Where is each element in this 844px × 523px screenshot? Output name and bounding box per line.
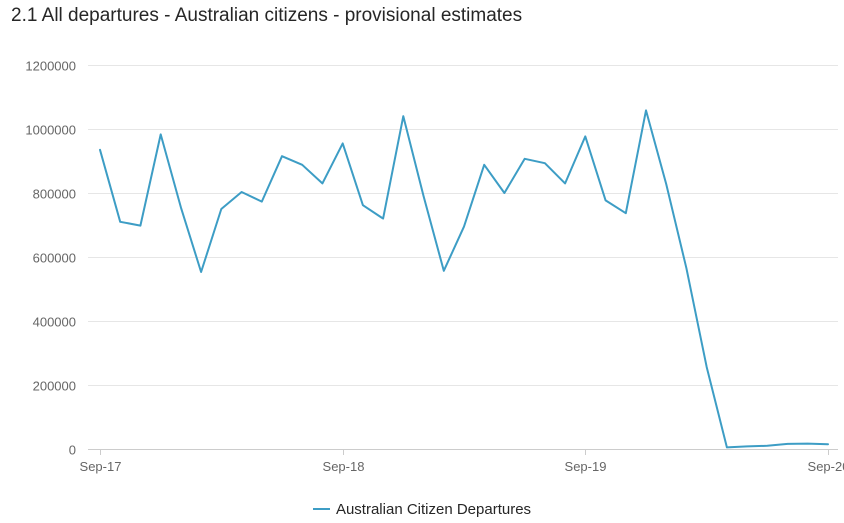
x-tick-label: Sep-18 <box>323 459 365 474</box>
data-point[interactable] <box>218 206 224 212</box>
data-point[interactable] <box>380 216 386 222</box>
data-point[interactable] <box>683 265 689 271</box>
series-layer <box>97 107 831 450</box>
chart-title: 2.1 All departures - Australian citizens… <box>11 5 523 26</box>
data-point[interactable] <box>299 162 305 168</box>
data-point[interactable] <box>279 153 285 159</box>
data-point[interactable] <box>663 181 669 187</box>
data-point[interactable] <box>481 162 487 168</box>
y-tick-label: 600000 <box>33 251 76 266</box>
y-tick-label: 1000000 <box>25 123 76 138</box>
data-point[interactable] <box>117 219 123 225</box>
data-point[interactable] <box>744 443 750 449</box>
data-point[interactable] <box>461 224 467 230</box>
data-point[interactable] <box>582 133 588 139</box>
y-tick-label: 400000 <box>33 315 76 330</box>
data-point[interactable] <box>97 147 103 153</box>
series-line[interactable] <box>99 109 829 449</box>
data-point[interactable] <box>785 441 791 447</box>
data-point[interactable] <box>704 364 710 370</box>
data-point[interactable] <box>724 444 730 450</box>
data-point[interactable] <box>319 180 325 186</box>
data-point[interactable] <box>198 269 204 275</box>
data-point[interactable] <box>360 202 366 208</box>
legend-swatch <box>312 508 330 510</box>
data-point[interactable] <box>340 140 346 146</box>
data-point[interactable] <box>421 193 427 199</box>
data-point[interactable] <box>805 441 811 447</box>
data-point[interactable] <box>643 107 649 113</box>
data-point[interactable] <box>259 199 265 205</box>
data-point[interactable] <box>137 223 143 229</box>
data-point[interactable] <box>501 190 507 196</box>
data-point[interactable] <box>441 268 447 274</box>
x-tick-label: Sep-19 <box>565 459 607 474</box>
y-tick-label: 200000 <box>33 379 76 394</box>
data-point[interactable] <box>825 441 831 447</box>
legend-label: Australian Citizen Departures <box>335 500 532 518</box>
data-point[interactable] <box>178 204 184 210</box>
data-point[interactable] <box>562 180 568 186</box>
y-tick-label: 1200000 <box>25 59 76 74</box>
y-tick-label: 0 <box>69 443 76 458</box>
x-axis: Sep-17 Sep-18 Sep-19 Sep-20 <box>80 449 844 474</box>
data-point[interactable] <box>623 210 629 216</box>
data-point[interactable] <box>158 131 164 137</box>
data-point[interactable] <box>542 160 548 166</box>
data-point[interactable] <box>239 189 245 195</box>
legend[interactable]: Australian Citizen Departures <box>0 498 844 520</box>
y-tick-label: 800000 <box>33 187 76 202</box>
x-tick-label: Sep-20 <box>808 459 844 474</box>
y-axis: 0 200000 400000 600000 800000 1000000 1200000 <box>25 59 76 458</box>
data-point[interactable] <box>400 113 406 119</box>
x-tick-label: Sep-17 <box>80 459 122 474</box>
data-point[interactable] <box>764 443 770 449</box>
gridlines <box>88 65 838 450</box>
data-point[interactable] <box>522 156 528 162</box>
data-point[interactable] <box>603 197 609 203</box>
